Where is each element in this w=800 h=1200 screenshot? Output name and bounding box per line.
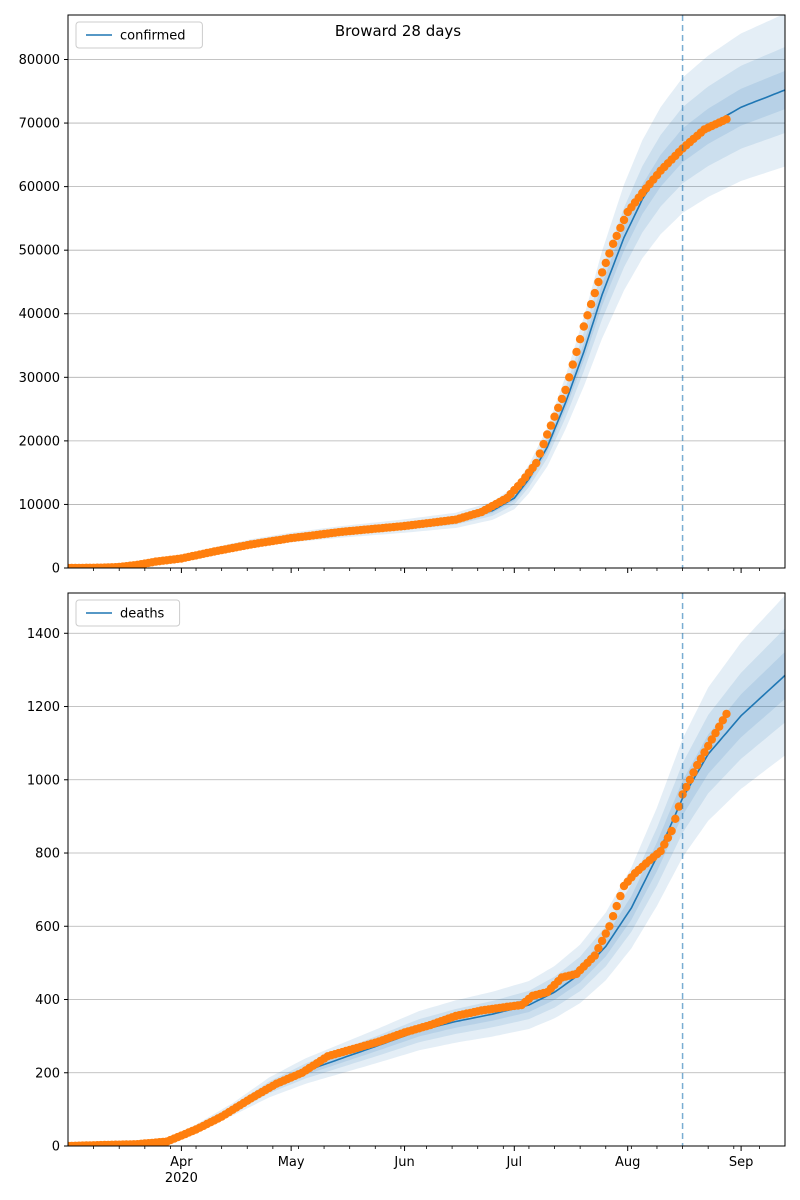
xtick-label-may: May bbox=[278, 1155, 305, 1170]
deaths-observed-point bbox=[605, 922, 614, 931]
deaths-observed-point bbox=[594, 944, 603, 953]
deaths-observed-point bbox=[722, 709, 731, 719]
deaths-observed-point bbox=[707, 735, 716, 744]
deaths-axes-frame bbox=[67, 592, 786, 1147]
confirmed-observed-point bbox=[575, 335, 585, 344]
deaths-ytick-label: 1000 bbox=[27, 773, 60, 788]
confirmed-observed-point bbox=[601, 258, 610, 268]
deaths-observed-point bbox=[711, 728, 720, 738]
deaths-ytick-label: 1400 bbox=[27, 627, 60, 642]
deaths-observed-point bbox=[616, 891, 625, 901]
xtick-year-label: 2020 bbox=[165, 1171, 198, 1186]
confirmed-ytick-label: 20000 bbox=[19, 434, 60, 449]
deaths-observed-point bbox=[663, 833, 673, 842]
deaths-band-2 bbox=[68, 651, 785, 1146]
confirmed-ytick-label: 80000 bbox=[19, 53, 60, 68]
confirmed-ytick-label: 70000 bbox=[19, 117, 60, 132]
deaths-ytick-label: 600 bbox=[35, 920, 60, 935]
confirmed-observed-point bbox=[594, 277, 603, 287]
deaths-observed-point bbox=[674, 802, 684, 811]
confirmed-observed-point bbox=[557, 394, 567, 404]
xtick-label-aug: Aug bbox=[615, 1155, 640, 1170]
xtick-label-jul: Jul bbox=[505, 1155, 522, 1170]
deaths-observed-point bbox=[682, 782, 691, 792]
confirmed-observed-point bbox=[608, 239, 618, 248]
deaths-model-line bbox=[68, 674, 785, 1146]
deaths-observed-point bbox=[601, 929, 610, 938]
confirmed-legend-label: confirmed bbox=[120, 29, 186, 44]
confirmed-observed-point bbox=[554, 403, 563, 412]
deaths-legend: deaths bbox=[75, 599, 181, 627]
deaths-legend-label: deaths bbox=[120, 607, 165, 622]
confirmed-observed-point bbox=[572, 347, 581, 357]
confirmed-observed-point bbox=[619, 215, 629, 225]
confirmed-ytick-label: 30000 bbox=[19, 371, 60, 386]
confirmed-band-1 bbox=[68, 47, 785, 568]
confirmed-ytick-label: 10000 bbox=[19, 498, 60, 513]
confirmed-band-2 bbox=[68, 70, 785, 568]
deaths-ytick-label: 800 bbox=[35, 847, 60, 862]
deaths-observed-point bbox=[667, 826, 676, 836]
confirmed-ytick-label: 0 bbox=[52, 562, 60, 577]
xtick-label-apr: Apr bbox=[170, 1155, 193, 1170]
deaths-observed-point bbox=[715, 722, 724, 731]
chart-title: Broward 28 days bbox=[335, 22, 461, 40]
deaths-observed-point bbox=[612, 901, 621, 911]
deaths-legend-box bbox=[75, 599, 181, 627]
deaths-observed-point bbox=[671, 814, 680, 823]
confirmed-observed-point bbox=[539, 439, 548, 449]
confirmed-observed-point bbox=[546, 421, 556, 430]
deaths-observed-point bbox=[597, 936, 607, 946]
deaths-observed-point bbox=[660, 840, 669, 849]
deaths-ytick-label: 1200 bbox=[27, 700, 60, 715]
confirmed-observed-point bbox=[543, 430, 552, 439]
confirmed-observed-point bbox=[722, 115, 731, 124]
confirmed-observed-point bbox=[561, 385, 570, 395]
confirmed-observed-point bbox=[535, 449, 545, 458]
deaths-observed-point bbox=[718, 716, 727, 725]
confirmed-ytick-label: 60000 bbox=[19, 180, 60, 195]
deaths-observed-point bbox=[704, 741, 713, 751]
deaths-ytick-label: 0 bbox=[52, 1140, 60, 1155]
confirmed-observed-point bbox=[586, 300, 596, 309]
confirmed-legend-box bbox=[75, 21, 203, 49]
confirmed-observed-point bbox=[565, 373, 574, 382]
deaths-observed-point bbox=[590, 951, 599, 960]
confirmed-observed-point bbox=[579, 322, 588, 331]
confirmed-observed-point bbox=[532, 458, 541, 468]
deaths-band-0 bbox=[68, 595, 785, 1146]
confirmed-panel: 0 10000 20000 30000 40000 50000 60000 70000 8000… bbox=[19, 14, 786, 577]
xtick-label-jun: Jun bbox=[393, 1155, 414, 1170]
confirmed-observed-point bbox=[616, 223, 625, 233]
confirmed-observed-point bbox=[568, 360, 577, 369]
confirmed-ytick-label: 50000 bbox=[19, 244, 60, 259]
confirmed-observed-point bbox=[612, 231, 621, 241]
confirmed-ytick-label: 40000 bbox=[19, 307, 60, 322]
deaths-ytick-label: 200 bbox=[35, 1066, 60, 1081]
deaths-observed-point bbox=[693, 760, 702, 770]
confirmed-observed-point bbox=[605, 249, 614, 258]
deaths-observed-point bbox=[689, 768, 698, 777]
confirmed-observed-point bbox=[590, 288, 599, 298]
deaths-band-1 bbox=[68, 628, 785, 1146]
deaths-observed-point bbox=[696, 754, 706, 763]
confirmed-legend: confirmed bbox=[75, 21, 203, 49]
confirmed-observed-points bbox=[68, 115, 731, 568]
xtick-label-sep: Sep bbox=[729, 1155, 754, 1170]
confirmed-observed-point bbox=[583, 311, 592, 320]
confirmed-plot-area bbox=[68, 15, 785, 568]
deaths-ytick-label: 400 bbox=[35, 993, 60, 1008]
deaths-plot-area bbox=[68, 595, 785, 1146]
deaths-observed-point bbox=[700, 748, 709, 757]
deaths-observed-points bbox=[68, 709, 731, 1146]
confirmed-observed-point bbox=[550, 412, 559, 421]
deaths-observed-point bbox=[608, 912, 618, 921]
deaths-observed-point bbox=[656, 847, 665, 856]
confirmed-band-0 bbox=[68, 15, 785, 568]
deaths-observed-point bbox=[685, 775, 695, 784]
confirmed-observed-point bbox=[597, 268, 607, 277]
